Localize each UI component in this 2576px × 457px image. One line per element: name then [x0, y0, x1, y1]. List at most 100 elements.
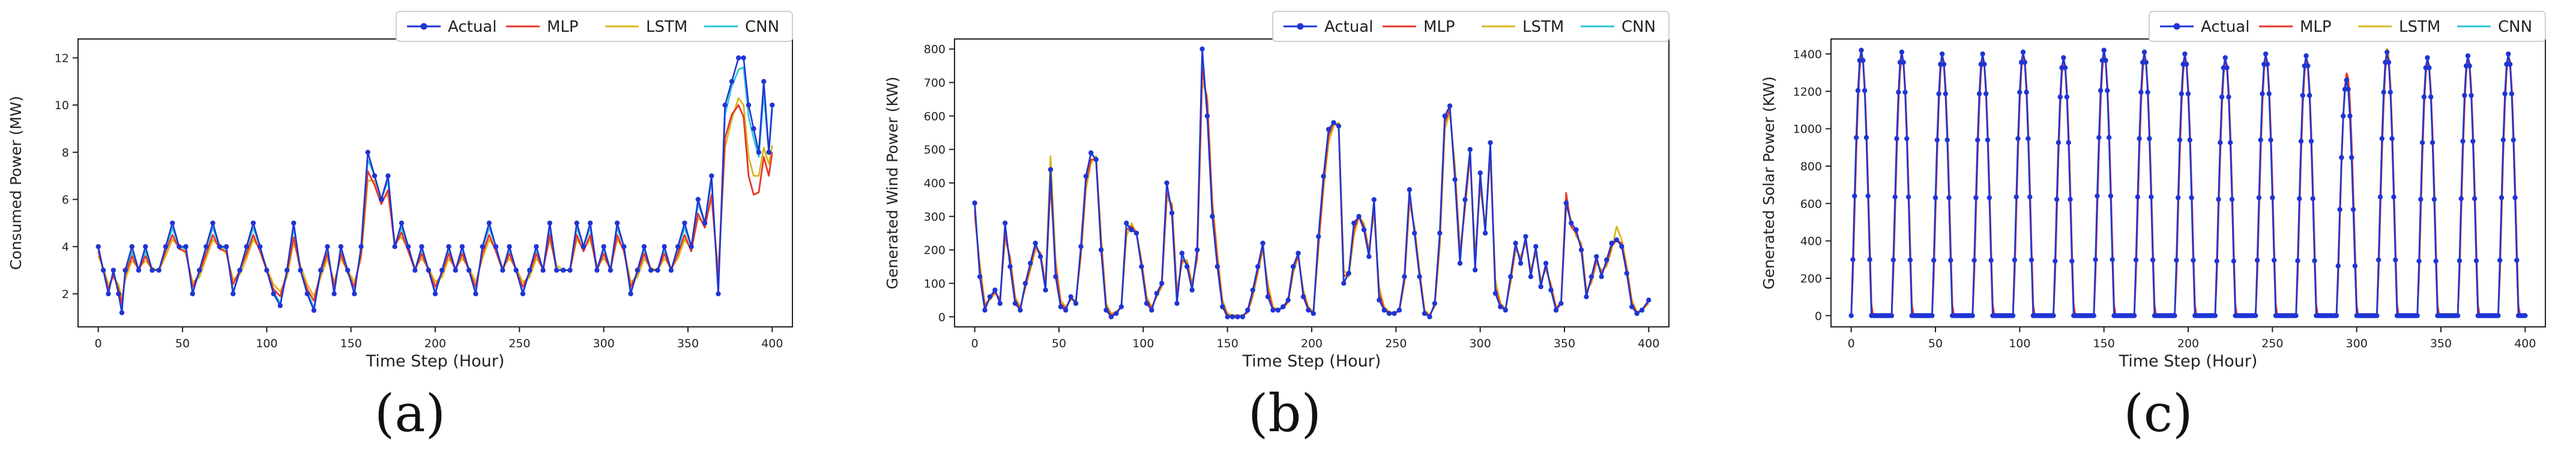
legend-label-cnn: CNN [2498, 18, 2532, 36]
actual-point [1492, 291, 1498, 296]
series-line-actual [974, 48, 1650, 318]
actual-point [2433, 258, 2439, 264]
x-tick-label: 400 [761, 337, 783, 350]
actual-point [2305, 63, 2311, 69]
y-tick-label: 10 [55, 99, 69, 112]
actual-point [1179, 251, 1185, 256]
actual-point [1634, 311, 1639, 316]
actual-point [2460, 139, 2466, 144]
actual-point [1195, 247, 1200, 252]
chart-panel-b: 0 50 100 150 200 250 300 350 400 0 100 200 300 400 500… [884, 11, 1670, 371]
actual-point [2430, 140, 2436, 145]
actual-point [110, 267, 116, 273]
actual-point [1392, 311, 1397, 316]
actual-point [2177, 137, 2183, 143]
actual-point [2297, 196, 2302, 202]
x-tick-label: 250 [1385, 337, 1407, 350]
actual-point [756, 149, 762, 155]
actual-point [156, 267, 161, 273]
actual-point [1321, 173, 1326, 179]
y-tick-label: 2 [62, 288, 69, 301]
actual-point [746, 103, 752, 108]
actual-point [2185, 91, 2191, 97]
y-tick-label: 800 [1800, 160, 1822, 173]
actual-point [1609, 240, 1614, 246]
actual-point [588, 220, 593, 226]
y-tick-label: 1000 [1793, 123, 1822, 136]
y-tick-label: 400 [924, 177, 946, 190]
actual-point [2465, 53, 2471, 59]
actual-point [210, 220, 216, 226]
actual-point [554, 267, 560, 273]
actual-point [277, 303, 283, 308]
actual-point [2061, 55, 2066, 61]
actual-point [149, 267, 155, 273]
actual-point [100, 267, 106, 273]
x-tick-label: 300 [593, 337, 615, 350]
actual-point [1904, 136, 1910, 142]
actual-point [1890, 257, 1896, 263]
actual-point [1899, 49, 1905, 55]
actual-point [1986, 195, 1992, 200]
actual-point [1012, 300, 1018, 306]
actual-point [358, 244, 364, 249]
actual-point [1099, 247, 1104, 252]
actual-point [1533, 243, 1539, 249]
legend-box [2149, 11, 2546, 42]
actual-point [2254, 257, 2260, 263]
actual-point [2339, 155, 2344, 160]
actual-point [1976, 91, 1982, 97]
actual-point [1852, 193, 1857, 199]
actual-point [493, 244, 499, 249]
actual-point [136, 267, 142, 273]
actual-point [176, 244, 182, 249]
actual-point [2027, 194, 2033, 200]
actual-point [1629, 304, 1635, 309]
actual-point [695, 197, 701, 202]
actual-point [2306, 92, 2312, 98]
actual-point [2229, 197, 2235, 202]
actual-point [1037, 254, 1043, 259]
actual-point [2068, 197, 2073, 202]
actual-point [2470, 139, 2476, 144]
actual-point [1412, 230, 1417, 236]
actual-point [1204, 113, 1210, 119]
actual-point [2069, 258, 2075, 264]
actual-point [2496, 313, 2501, 318]
actual-point [379, 197, 384, 202]
legend-label-lstm: LSTM [1522, 18, 1564, 36]
actual-point [2337, 207, 2342, 212]
actual-point [1594, 254, 1599, 259]
actual-point [2064, 94, 2070, 100]
actual-point [1985, 137, 1991, 143]
actual-point [2174, 257, 2179, 263]
actual-point [682, 220, 687, 226]
actual-point [2012, 257, 2018, 263]
actual-point [2312, 258, 2317, 263]
actual-point [992, 287, 998, 293]
actual-point [1894, 136, 1899, 142]
actual-point [2266, 91, 2272, 97]
actual-point [2132, 313, 2137, 318]
actual-point [325, 244, 330, 249]
actual-point [2135, 194, 2140, 200]
actual-point [2053, 258, 2058, 264]
actual-point [1068, 294, 1073, 299]
actual-point [1569, 220, 1574, 226]
actual-point [1007, 264, 1013, 269]
actual-point [621, 244, 627, 249]
legend-marker-actual [420, 23, 427, 30]
series-group [972, 46, 1651, 320]
actual-point [1646, 297, 1651, 303]
actual-point [190, 291, 195, 297]
actual-point [2214, 258, 2219, 264]
actual-point [2300, 92, 2305, 98]
actual-point [1427, 314, 1432, 320]
actual-point [264, 267, 270, 273]
actual-point [601, 244, 606, 249]
actual-point [567, 267, 573, 273]
actual-point [581, 244, 587, 249]
actual-point [534, 244, 539, 249]
actual-point [1417, 274, 1422, 279]
actual-point [1482, 230, 1488, 236]
